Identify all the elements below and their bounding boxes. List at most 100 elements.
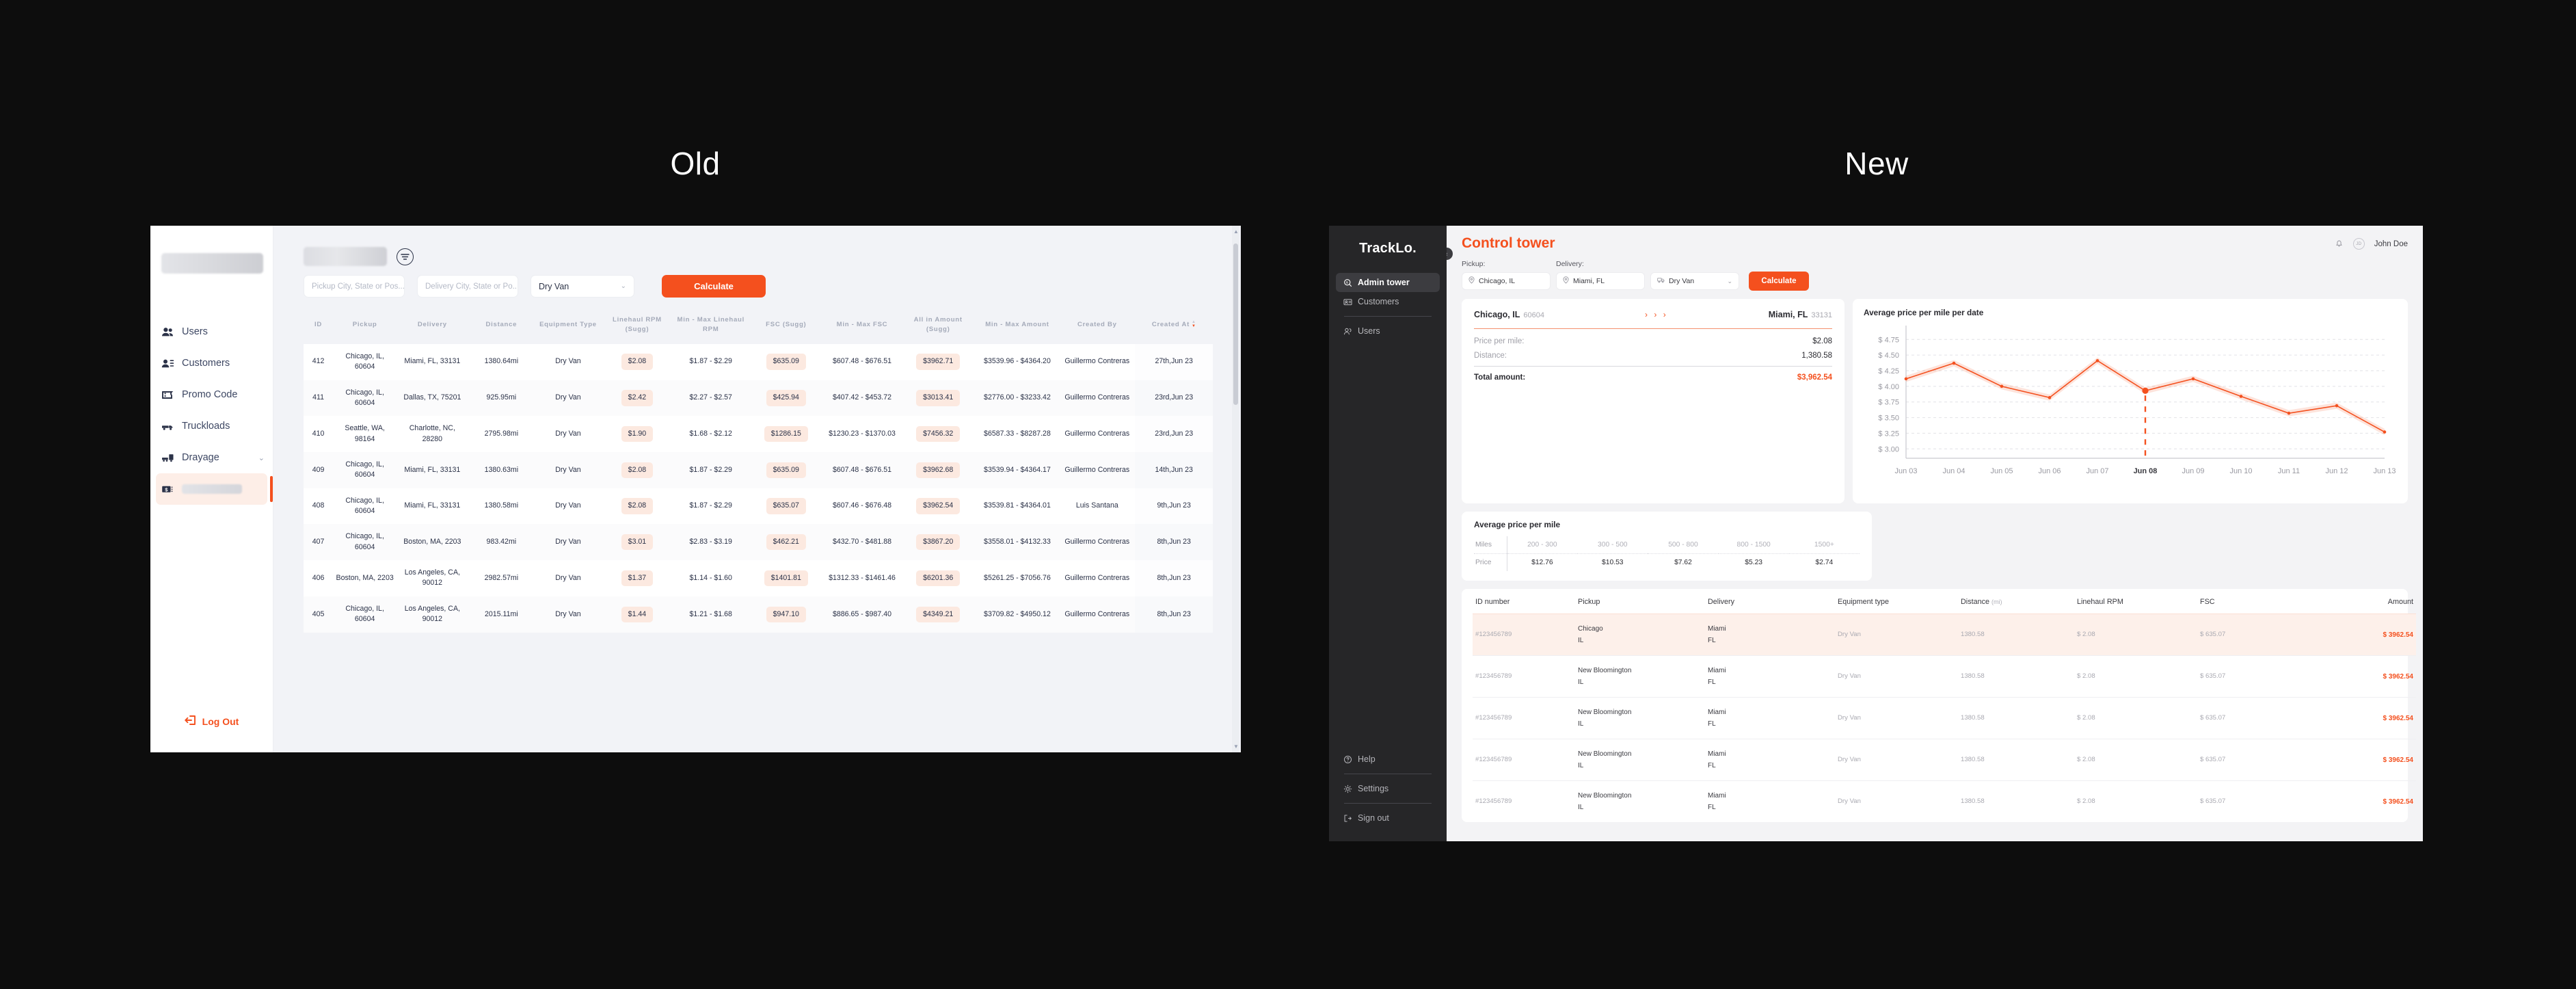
table-row[interactable]: 408 Chicago, IL, 60604 Miami, FL, 33131 138… bbox=[304, 488, 1213, 525]
scrollbar-thumb[interactable] bbox=[1233, 243, 1238, 405]
col-id[interactable]: ID bbox=[304, 308, 334, 344]
delivery-input[interactable]: Miami, FL bbox=[1556, 272, 1645, 290]
col-fsc-sugg[interactable]: FSC (Sugg) bbox=[749, 308, 824, 344]
row-fsc: $635.07 bbox=[749, 488, 824, 525]
col-id-number[interactable]: ID number bbox=[1475, 598, 1510, 606]
sidebar-item-customers[interactable]: Customers bbox=[1336, 292, 1440, 311]
table-row[interactable]: #123456789 New Bloomington IL Miami FL Dry Va… bbox=[1473, 780, 2416, 823]
chart-point-highlighted[interactable] bbox=[2142, 387, 2149, 394]
row-fsc-pill: $635.07 bbox=[766, 498, 806, 514]
row-linehaul-rpm: $1.90 bbox=[601, 416, 673, 452]
sidebar-item-sign-out[interactable]: Sign out bbox=[1336, 808, 1440, 828]
miles-bucket: 200 - 300 bbox=[1527, 541, 1557, 549]
col-linehaul-rpm-sugg[interactable]: Linehaul RPM (Sugg) bbox=[601, 308, 673, 344]
col-linehaul-rpm[interactable]: Linehaul RPM bbox=[2077, 598, 2123, 606]
sidebar-item-customers[interactable]: Customers bbox=[150, 347, 273, 379]
row-linehaul-rpm: $2.08 bbox=[601, 343, 673, 380]
chart-point[interactable] bbox=[2239, 395, 2243, 398]
miles-bucket: 800 - 1500 bbox=[1736, 541, 1771, 549]
avatar[interactable]: JD bbox=[2352, 238, 2365, 250]
table-row[interactable]: 412 Chicago, IL, 60604 Miami, FL, 33131 138… bbox=[304, 343, 1213, 380]
sidebar-item-settings[interactable]: Settings bbox=[1336, 779, 1440, 798]
col-min-max-linehaul-rpm[interactable]: Min - Max Linehaul RPM bbox=[673, 308, 749, 344]
row-amount: $ 3962.54 bbox=[2383, 797, 2414, 806]
table-row[interactable]: 411 Chicago, IL, 60604 Dallas, TX, 75201 92… bbox=[304, 380, 1213, 417]
row-pickup: Chicago IL bbox=[1575, 614, 1705, 656]
old-table-body: 412 Chicago, IL, 60604 Miami, FL, 33131 138… bbox=[304, 343, 1213, 633]
row-fsc-range: $1312.33 - $1461.46 bbox=[823, 560, 901, 596]
col-min-max-fsc[interactable]: Min - Max FSC bbox=[823, 308, 901, 344]
id-card-icon bbox=[1343, 297, 1352, 306]
table-row[interactable]: #123456789 New Bloomington IL Miami FL Dry Va… bbox=[1473, 697, 2416, 739]
svg-text:S: S bbox=[1345, 280, 1347, 284]
col-all-in-amount-sugg[interactable]: All in Amount (Sugg) bbox=[900, 308, 976, 344]
col-min-max-amount[interactable]: Min - Max Amount bbox=[975, 308, 1060, 344]
chart-point[interactable] bbox=[2048, 396, 2052, 399]
col-created-at[interactable]: Created At ▲ ▼ bbox=[1135, 308, 1213, 344]
scroll-down-icon[interactable]: ▼ bbox=[1233, 743, 1239, 750]
chart-point[interactable] bbox=[2287, 411, 2291, 415]
col-pickup[interactable]: Pickup bbox=[1578, 598, 1600, 606]
new-sidebar-footer: Help Settings Sign out bbox=[1329, 750, 1447, 828]
destination: Miami, FL 33131 bbox=[1769, 308, 1832, 321]
table-row[interactable]: 409 Chicago, IL, 60604 Miami, FL, 33131 138… bbox=[304, 451, 1213, 488]
table-row[interactable]: 407 Chicago, IL, 60604 Boston, MA, 2203 983… bbox=[304, 524, 1213, 561]
sidebar-item-admin-tower[interactable]: S Admin tower bbox=[1336, 273, 1440, 292]
col-fsc[interactable]: FSC bbox=[2200, 598, 2215, 606]
chart-point[interactable] bbox=[2000, 384, 2004, 388]
table-row[interactable]: #123456789 Chicago IL Miami FL Dry Van 1380.58… bbox=[1473, 614, 2416, 656]
col-equipment-type[interactable]: Equipment type bbox=[1838, 598, 1890, 606]
pickup-input[interactable]: Chicago, IL bbox=[1462, 272, 1551, 290]
table-row[interactable]: 405 Chicago, IL, 60604 Los Angeles, CA, 90… bbox=[304, 596, 1213, 633]
equipment-type-select[interactable]: Dry Van ⌄ bbox=[1650, 272, 1739, 290]
chart-point[interactable] bbox=[1904, 377, 1908, 381]
col-amount[interactable]: Amount bbox=[2387, 598, 2413, 606]
search-badge-icon: S bbox=[1343, 278, 1352, 287]
table-row[interactable]: 410 Seattle, WA, 98164 Charlotte, NC, 2828… bbox=[304, 416, 1213, 452]
calculate-button[interactable]: Calculate bbox=[662, 275, 766, 298]
table-row[interactable]: #123456789 New Bloomington IL Miami FL Dry Va… bbox=[1473, 655, 2416, 698]
chart-point[interactable] bbox=[2191, 377, 2195, 381]
average-price-table: Miles 200 - 300 300 - 500 500 - 800 800 … bbox=[1474, 536, 1860, 571]
chart-point[interactable] bbox=[1952, 361, 1956, 365]
col-created-by[interactable]: Created By bbox=[1059, 308, 1136, 344]
equipment-type-select[interactable]: Dry Van ⌄ bbox=[531, 275, 634, 298]
sidebar-item-help[interactable]: Help bbox=[1336, 750, 1440, 769]
sort-icon[interactable]: ▲ ▼ bbox=[1191, 319, 1196, 328]
sidebar-item-users[interactable]: Users bbox=[1336, 321, 1440, 341]
col-distance[interactable]: Distance (mi) bbox=[1958, 589, 2074, 614]
price-value: $12.76 bbox=[1531, 559, 1553, 566]
scroll-up-icon[interactable]: ▲ bbox=[1233, 228, 1239, 235]
old-table-container[interactable]: ID Pickup Delivery Distance Equipment Ty… bbox=[304, 308, 1213, 752]
pickup-input[interactable]: Pickup City, State or Pos... bbox=[304, 275, 405, 298]
sidebar-item-label: Admin tower bbox=[1358, 278, 1410, 287]
chart-point[interactable] bbox=[2335, 404, 2339, 408]
filter-icon[interactable] bbox=[397, 248, 414, 265]
vertical-scrollbar[interactable]: ▲ ▼ bbox=[1232, 226, 1239, 752]
sidebar-item-active-redacted[interactable]: $ bbox=[156, 473, 273, 505]
logout-button[interactable]: Log Out bbox=[150, 715, 273, 728]
delivery-input[interactable]: Delivery City, State or Po... bbox=[417, 275, 518, 298]
chart-point[interactable] bbox=[2095, 359, 2099, 362]
col-distance-label: Distance bbox=[1961, 598, 1990, 606]
calculate-button[interactable]: Calculate bbox=[1749, 272, 1809, 291]
truck-icon bbox=[1657, 277, 1665, 285]
table-row[interactable]: #123456789 New Bloomington IL Miami FL Dry Va… bbox=[1473, 739, 2416, 781]
row-id: 411 bbox=[304, 380, 334, 417]
row-amount-range: $3539.94 - $4364.17 bbox=[975, 451, 1060, 488]
collapse-sidebar-button[interactable]: ‹ bbox=[1447, 248, 1453, 260]
table-row[interactable]: 406 Boston, MA, 2203 Los Angeles, CA, 9001… bbox=[304, 560, 1213, 596]
sidebar-item-users[interactable]: Users bbox=[150, 316, 273, 347]
col-distance[interactable]: Distance bbox=[468, 308, 535, 344]
col-equipment-type[interactable]: Equipment Type bbox=[535, 308, 602, 344]
col-delivery[interactable]: Delivery bbox=[1708, 598, 1734, 606]
col-pickup[interactable]: Pickup bbox=[333, 308, 397, 344]
chart-point[interactable] bbox=[2383, 430, 2387, 434]
sidebar-item-truckloads[interactable]: Truckloads bbox=[150, 410, 273, 442]
row-all-in-amount: $6201.36 bbox=[900, 560, 976, 596]
sidebar-item-promo-code[interactable]: Promo Code bbox=[150, 379, 273, 410]
row-fsc: $ 635.07 bbox=[2200, 713, 2226, 722]
col-delivery[interactable]: Delivery bbox=[397, 308, 468, 344]
sidebar-item-drayage[interactable]: Drayage ⌄ bbox=[150, 442, 273, 473]
notification-bell-icon[interactable] bbox=[2335, 239, 2344, 250]
